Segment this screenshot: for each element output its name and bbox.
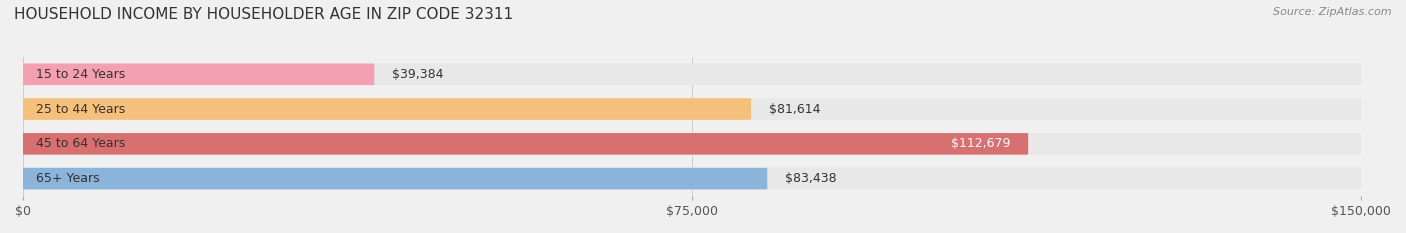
Text: $112,679: $112,679 [950, 137, 1011, 150]
FancyBboxPatch shape [22, 133, 1028, 155]
FancyBboxPatch shape [22, 133, 1361, 155]
FancyBboxPatch shape [22, 64, 374, 85]
FancyBboxPatch shape [22, 168, 768, 189]
FancyBboxPatch shape [22, 98, 1361, 120]
Text: 15 to 24 Years: 15 to 24 Years [37, 68, 125, 81]
FancyBboxPatch shape [22, 168, 1361, 189]
Text: $39,384: $39,384 [392, 68, 444, 81]
Text: 25 to 44 Years: 25 to 44 Years [37, 103, 125, 116]
FancyBboxPatch shape [22, 64, 1361, 85]
Text: 45 to 64 Years: 45 to 64 Years [37, 137, 125, 150]
Text: Source: ZipAtlas.com: Source: ZipAtlas.com [1274, 7, 1392, 17]
Text: 65+ Years: 65+ Years [37, 172, 100, 185]
FancyBboxPatch shape [22, 98, 751, 120]
Text: HOUSEHOLD INCOME BY HOUSEHOLDER AGE IN ZIP CODE 32311: HOUSEHOLD INCOME BY HOUSEHOLDER AGE IN Z… [14, 7, 513, 22]
Text: $81,614: $81,614 [769, 103, 820, 116]
Text: $83,438: $83,438 [785, 172, 837, 185]
